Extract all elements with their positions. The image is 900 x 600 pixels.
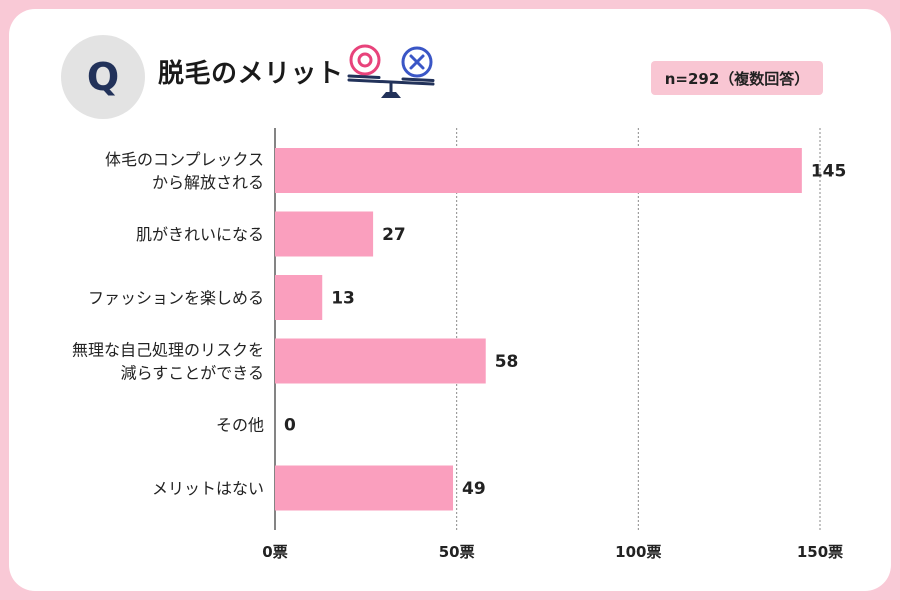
x-tick-label: 50票 xyxy=(439,543,475,561)
category-label: 無理な自己処理のリスクを xyxy=(72,341,264,360)
value-label: 145 xyxy=(811,162,847,182)
category-label: から解放される xyxy=(152,173,264,192)
circle-mark-icon xyxy=(349,44,381,76)
category-label: 減らすことができる xyxy=(121,364,264,383)
category-label: ファッションを楽しめる xyxy=(88,289,264,308)
bar xyxy=(275,211,374,257)
value-label: 13 xyxy=(331,289,355,309)
value-label: 27 xyxy=(382,225,406,245)
sample-size-note: n=292（複数回答） xyxy=(651,61,823,95)
bar xyxy=(275,275,323,320)
x-tick-label: 150票 xyxy=(797,543,843,561)
x-tick-label: 100票 xyxy=(615,543,661,561)
category-label: 体毛のコンプレックス xyxy=(105,150,264,169)
category-label: 肌がきれいになる xyxy=(136,225,264,244)
x-tick-label: 0票 xyxy=(262,543,287,561)
balance-scale-icon xyxy=(347,44,435,98)
bar xyxy=(275,148,802,193)
value-label: 58 xyxy=(495,352,519,372)
chart-title: 脱毛のメリット xyxy=(158,59,344,89)
cross-mark-icon xyxy=(401,46,433,78)
value-label: 0 xyxy=(284,416,296,436)
category-label: その他 xyxy=(216,416,264,435)
question-letter: Q xyxy=(86,55,120,99)
bar xyxy=(275,338,486,384)
bar xyxy=(275,465,454,511)
question-badge: Q xyxy=(61,35,145,119)
category-label: メリットはない xyxy=(152,479,264,498)
value-label: 49 xyxy=(462,479,486,499)
